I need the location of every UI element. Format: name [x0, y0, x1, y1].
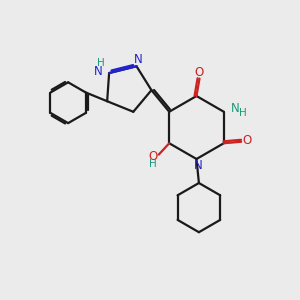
Text: N: N [194, 159, 202, 172]
Text: N: N [94, 65, 103, 78]
Text: O: O [195, 66, 204, 79]
Text: H: H [97, 58, 105, 68]
Text: O: O [242, 134, 251, 147]
Text: H: H [149, 159, 157, 169]
Text: N: N [134, 53, 142, 66]
Text: H: H [239, 108, 247, 118]
Text: O: O [149, 150, 158, 163]
Text: N: N [230, 102, 239, 115]
